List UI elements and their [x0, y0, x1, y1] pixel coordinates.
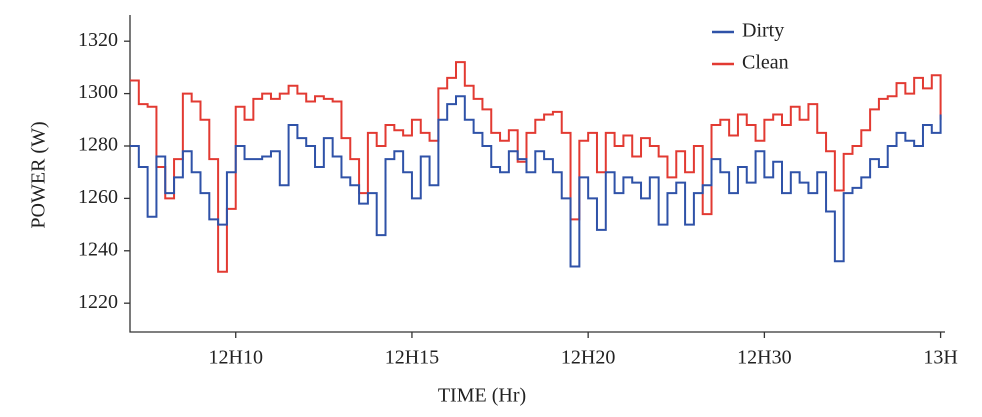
y-axis-label: POWER (W): [28, 121, 50, 228]
axes: [129, 15, 945, 333]
legend-label: Dirty: [742, 20, 784, 42]
legend-label: Clean: [742, 52, 789, 74]
y-tick-label: 1240: [78, 238, 118, 260]
y-tick-label: 1280: [78, 134, 118, 156]
y-tick-label: 1260: [78, 186, 118, 208]
y-tick-label: 1220: [78, 291, 118, 313]
x-tick-label: 13H: [923, 347, 957, 369]
y-tick-label: 1320: [78, 29, 118, 51]
x-tick-label: 12H10: [209, 347, 263, 369]
x-tick-label: 12H30: [737, 347, 791, 369]
x-tick-label: 12H20: [561, 347, 615, 369]
y-tick-label: 1300: [78, 81, 118, 103]
series-line: [130, 95, 942, 268]
x-tick-label: 12H15: [385, 347, 439, 369]
series-line: [130, 61, 942, 273]
x-axis-label: TIME (Hr): [438, 385, 526, 407]
